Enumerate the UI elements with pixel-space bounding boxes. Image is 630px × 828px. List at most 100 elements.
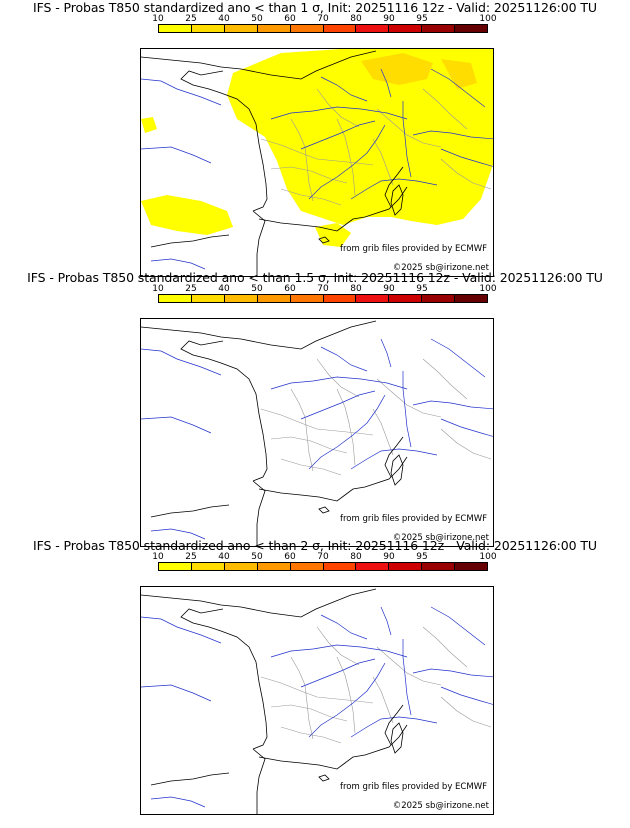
source-credit: from grib files provided by ECMWF — [340, 782, 487, 792]
copyright-credit: ©2025 sb@irizone.net — [392, 801, 489, 811]
admin-border — [316, 626, 360, 666]
river-line — [141, 616, 222, 644]
river-line — [141, 684, 212, 702]
probability-area — [141, 117, 157, 133]
admin-border — [422, 88, 468, 130]
colorbar-segment — [389, 295, 423, 302]
river-line — [320, 76, 368, 102]
probability-area — [315, 223, 351, 247]
colorbar-tick-label: 80 — [350, 552, 362, 562]
coastline — [180, 70, 268, 212]
admin-border — [290, 118, 314, 202]
colorbar-tick-label: 25 — [185, 14, 197, 24]
colorbar-tick-label: 40 — [218, 284, 230, 294]
colorbar-tick-label: 100 — [479, 284, 497, 294]
colorbar-segment — [257, 25, 291, 32]
map-svg — [141, 320, 493, 546]
colorbar-segment — [422, 563, 456, 570]
river-line — [320, 346, 368, 372]
source-credit: from grib files provided by ECMWF — [340, 244, 487, 254]
admin-border — [260, 138, 374, 166]
river-line — [150, 796, 206, 808]
admin-border — [376, 646, 442, 686]
colorbar-segment — [422, 295, 456, 302]
colorbar-segment — [455, 563, 488, 570]
colorbar-tick-label: 70 — [317, 552, 329, 562]
colorbar-bar — [158, 24, 488, 33]
river-line — [141, 146, 212, 164]
admin-border — [422, 626, 468, 668]
colorbar-segment — [191, 563, 225, 570]
panel-title: IFS - Probas T850 standardized ano < tha… — [33, 538, 597, 553]
river-line — [440, 148, 493, 167]
river-line — [430, 68, 486, 108]
river-line — [308, 662, 386, 738]
colorbar-tick-label: 95 — [416, 552, 428, 562]
colorbar-segment — [159, 563, 192, 570]
copyright-credit: ©2025 sb@irizone.net — [392, 533, 489, 543]
colorbar-tick-label: 90 — [383, 552, 395, 562]
island-coast — [318, 774, 330, 782]
colorbar-segment — [323, 295, 357, 302]
river-line — [350, 716, 438, 738]
corsica-coast — [390, 722, 404, 754]
copyright-credit: ©2025 sb@irizone.net — [392, 263, 489, 273]
coastline — [384, 704, 404, 746]
colorbar-segment — [290, 563, 324, 570]
colorbar-tick-label: 80 — [350, 14, 362, 24]
coastline — [150, 504, 230, 518]
river-line — [308, 394, 386, 470]
corsica-coast — [390, 184, 404, 216]
admin-border — [270, 166, 348, 184]
forecast-panel: IFS - Probas T850 standardized ano < tha… — [0, 0, 630, 277]
colorbar-segment — [257, 563, 291, 570]
coastline — [141, 588, 377, 618]
france-map: from grib files provided by ECMWF ©2025 … — [140, 48, 494, 277]
colorbar-labels: 10 25 40 50 60 70 80 90 95 100 — [152, 14, 496, 24]
probability-area — [227, 49, 493, 225]
corsica-coast — [390, 454, 404, 486]
colorbar-segment — [389, 563, 423, 570]
colorbar-segment — [455, 25, 488, 32]
river-line — [150, 258, 206, 270]
probability-area — [141, 195, 233, 235]
colorbar-segment — [422, 25, 456, 32]
admin-border — [280, 188, 342, 206]
coastline — [141, 320, 377, 350]
river-line — [440, 686, 493, 705]
admin-border — [372, 408, 394, 456]
panel-title: IFS - Probas T850 standardized ano < tha… — [27, 270, 603, 285]
admin-border — [376, 378, 442, 418]
river-line — [150, 528, 206, 540]
admin-border — [422, 358, 468, 400]
colorbar-bar — [158, 294, 488, 303]
forecast-panel: IFS - Probas T850 standardized ano < tha… — [0, 538, 630, 815]
coastline — [141, 50, 377, 80]
colorbar-segment — [159, 295, 192, 302]
colorbar-tick-label: 50 — [251, 14, 263, 24]
coastline — [258, 186, 408, 232]
colorbar-legend: 10 25 40 50 60 70 80 90 95 100 — [152, 552, 497, 578]
river-line — [300, 658, 376, 688]
admin-border — [336, 388, 356, 466]
colorbar-segment — [159, 25, 192, 32]
colorbar-tick-label: 100 — [479, 552, 497, 562]
river-line — [380, 606, 392, 636]
coastline — [258, 456, 408, 502]
colorbar-tick-label: 100 — [479, 14, 497, 24]
river-line — [300, 390, 376, 420]
colorbar-segment — [191, 295, 225, 302]
colorbar-segment — [224, 563, 258, 570]
probability-area-mid — [361, 53, 433, 85]
river-line — [270, 376, 408, 390]
coastline — [384, 436, 404, 478]
colorbar-tick-label: 70 — [317, 14, 329, 24]
river-line — [270, 106, 408, 120]
coastline — [252, 748, 266, 814]
forecast-panel: IFS - Probas T850 standardized ano < tha… — [0, 270, 630, 547]
coastline — [252, 480, 266, 546]
france-map: from grib files provided by ECMWF ©2025 … — [140, 318, 494, 547]
colorbar-tick-label: 60 — [284, 284, 296, 294]
colorbar-tick-label: 90 — [383, 14, 395, 24]
island-coast — [318, 236, 330, 244]
